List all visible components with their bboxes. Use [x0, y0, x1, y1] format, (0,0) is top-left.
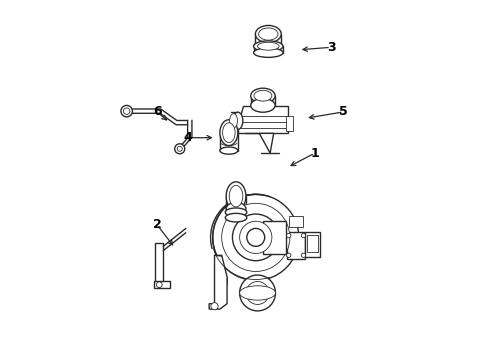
Ellipse shape [226, 182, 246, 211]
Circle shape [240, 221, 272, 253]
Bar [263, 221, 286, 253]
Bar [307, 234, 318, 252]
Ellipse shape [225, 213, 247, 222]
Ellipse shape [258, 42, 279, 50]
Circle shape [287, 253, 291, 257]
Circle shape [121, 105, 132, 117]
Bar [154, 281, 170, 288]
Polygon shape [259, 134, 274, 153]
Ellipse shape [251, 99, 275, 112]
Circle shape [240, 275, 275, 311]
Circle shape [301, 233, 306, 238]
Ellipse shape [222, 123, 235, 143]
Ellipse shape [226, 202, 246, 215]
Circle shape [221, 203, 290, 271]
Circle shape [232, 214, 279, 261]
Ellipse shape [240, 286, 275, 300]
Circle shape [211, 303, 218, 310]
Ellipse shape [254, 90, 272, 101]
Ellipse shape [220, 120, 238, 145]
Circle shape [156, 282, 162, 288]
Ellipse shape [225, 208, 247, 217]
Circle shape [175, 144, 185, 154]
Ellipse shape [233, 112, 243, 130]
Circle shape [247, 228, 265, 246]
Ellipse shape [255, 26, 281, 42]
Circle shape [287, 233, 291, 238]
Ellipse shape [220, 147, 238, 154]
Circle shape [246, 282, 269, 305]
Bar [289, 216, 303, 227]
Text: 6: 6 [153, 105, 161, 118]
Circle shape [301, 253, 306, 257]
Text: 1: 1 [311, 147, 319, 159]
Bar [286, 116, 294, 131]
Polygon shape [209, 255, 227, 309]
Ellipse shape [254, 48, 283, 57]
Circle shape [213, 194, 299, 280]
Circle shape [177, 146, 182, 151]
Ellipse shape [254, 41, 283, 51]
Circle shape [251, 287, 264, 300]
Bar [155, 243, 163, 282]
Ellipse shape [229, 185, 243, 207]
Ellipse shape [251, 88, 275, 103]
Circle shape [123, 108, 130, 114]
Polygon shape [238, 107, 288, 134]
Bar [305, 232, 320, 257]
Text: 5: 5 [339, 105, 348, 118]
Text: 3: 3 [327, 41, 335, 54]
Text: 4: 4 [183, 131, 192, 144]
Text: 2: 2 [153, 218, 162, 231]
Ellipse shape [230, 114, 238, 128]
Bar [287, 232, 305, 259]
Ellipse shape [259, 28, 278, 40]
